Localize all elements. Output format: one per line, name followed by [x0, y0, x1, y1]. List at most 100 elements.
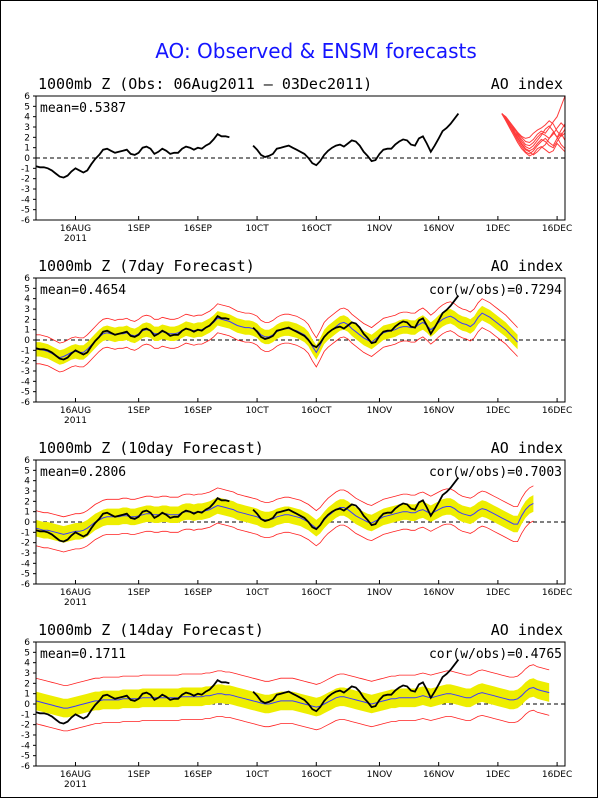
observed-line [35, 659, 460, 725]
y-tick-label: -2 [21, 357, 30, 367]
x-year-label: 2011 [64, 598, 87, 608]
x-tick-label: 16SEP [184, 770, 213, 780]
y-tick-label: 1 [24, 690, 30, 700]
x-tick-label: 1NOV [367, 406, 393, 416]
y-tick-label: -4 [21, 377, 30, 387]
x-tick-label: 1NOV [367, 770, 393, 780]
y-tick-label: -3 [21, 367, 30, 377]
mean-label: mean=0.2806 [40, 465, 126, 480]
correlation-label: cor(w/obs)=0.4765 [429, 647, 562, 662]
x-tick-label: 16DEC [542, 770, 572, 780]
panel-header-right: AO index [491, 621, 563, 639]
x-tick-label: 1DEC [486, 406, 511, 416]
panel-3: 1000mb Z (10day Forecast) AO index6543210… [21, 439, 572, 608]
y-tick-label: 5 [24, 466, 30, 476]
x-tick-label: 16AUG [60, 406, 91, 416]
y-tick-label: 4 [24, 477, 30, 487]
y-tick-label: 3 [24, 487, 30, 497]
panel-1: 1000mb Z (Obs: 06Aug2011 – 03Dec2011) AO … [21, 75, 572, 244]
y-tick-label: -6 [21, 580, 30, 590]
y-tick-label: 4 [24, 295, 30, 305]
y-tick-label: -3 [21, 549, 30, 559]
plot-frame [35, 95, 566, 221]
y-tick-label: -3 [21, 731, 30, 741]
y-tick-label: 0 [24, 700, 30, 710]
y-tick-label: -5 [21, 752, 30, 762]
y-tick-label: -2 [21, 721, 30, 731]
x-tick-label: 16AUG [60, 770, 91, 780]
spread-band [36, 495, 534, 543]
y-tick-label: 6 [24, 274, 30, 284]
observed-line [35, 295, 460, 361]
panel-header-left: 1000mb Z (Obs: 06Aug2011 – 03Dec2011) [38, 75, 372, 93]
mean-label: mean=0.4654 [40, 283, 126, 298]
panel-header-left: 1000mb Z (14day Forecast) [38, 621, 264, 639]
plot-frame [35, 459, 566, 585]
forecast-mean-line [35, 686, 550, 709]
y-tick-label: -5 [21, 570, 30, 580]
x-tick-label: 16DEC [542, 224, 572, 234]
y-tick-label: 5 [24, 648, 30, 658]
y-tick-label: 5 [24, 284, 30, 294]
y-tick-label: 1 [24, 508, 30, 518]
envelope-upper-line [35, 664, 550, 686]
mean-label: mean=0.1711 [40, 647, 126, 662]
x-tick-label: 1DEC [486, 224, 511, 234]
x-tick-label: 10CT [245, 588, 269, 598]
y-tick-label: 5 [24, 102, 30, 112]
x-tick-label: 16OCT [301, 770, 332, 780]
x-tick-label: 16AUG [60, 588, 91, 598]
forecast-mean-line [35, 502, 534, 535]
panel-header-right: AO index [491, 257, 563, 275]
y-tick-label: 0 [24, 518, 30, 528]
y-tick-label: 0 [24, 154, 30, 164]
plot-frame [35, 641, 566, 767]
y-tick-label: -6 [21, 762, 30, 772]
y-tick-label: 4 [24, 659, 30, 669]
y-tick-label: -3 [21, 185, 30, 195]
correlation-label: cor(w/obs)=0.7003 [429, 465, 562, 480]
y-tick-label: -6 [21, 216, 30, 226]
x-tick-label: 16DEC [542, 588, 572, 598]
panel-header-left: 1000mb Z (10day Forecast) [38, 439, 264, 457]
ensemble-member-line [501, 113, 566, 139]
x-tick-label: 10CT [245, 224, 269, 234]
y-tick-label: -2 [21, 539, 30, 549]
panel-header-left: 1000mb Z (7day Forecast) [38, 257, 255, 275]
y-tick-label: 4 [24, 113, 30, 123]
spread-band [36, 678, 550, 718]
y-tick-label: 3 [24, 305, 30, 315]
y-tick-label: 1 [24, 326, 30, 336]
x-tick-label: 16NOV [423, 588, 455, 598]
ensemble-member-line [501, 113, 566, 152]
y-tick-label: -4 [21, 559, 30, 569]
y-tick-label: -1 [21, 164, 30, 174]
panel-header-right: AO index [491, 439, 563, 457]
x-tick-label: 16SEP [184, 588, 213, 598]
x-year-label: 2011 [64, 234, 87, 244]
y-tick-label: 2 [24, 497, 30, 507]
y-tick-label: -5 [21, 388, 30, 398]
y-tick-label: -5 [21, 206, 30, 216]
plot-frame [35, 277, 566, 403]
ensemble-member-line [501, 113, 566, 157]
y-tick-label: -1 [21, 346, 30, 356]
x-tick-label: 10CT [245, 406, 269, 416]
x-tick-label: 1SEP [127, 224, 150, 234]
x-year-label: 2011 [64, 780, 87, 790]
y-tick-label: 6 [24, 456, 30, 466]
x-tick-label: 16AUG [60, 224, 91, 234]
ensemble-member-line [501, 113, 566, 156]
y-tick-label: 3 [24, 669, 30, 679]
x-tick-label: 10CT [245, 770, 269, 780]
x-tick-label: 1NOV [367, 224, 393, 234]
x-tick-label: 16SEP [184, 224, 213, 234]
y-tick-label: -4 [21, 195, 30, 205]
x-tick-label: 1DEC [486, 770, 511, 780]
panel-4: 1000mb Z (14day Forecast) AO index6543210… [21, 621, 572, 790]
x-tick-label: 16NOV [423, 770, 455, 780]
correlation-label: cor(w/obs)=0.7294 [429, 283, 562, 298]
y-tick-label: -1 [21, 528, 30, 538]
y-tick-label: 0 [24, 336, 30, 346]
x-tick-label: 16NOV [423, 224, 455, 234]
